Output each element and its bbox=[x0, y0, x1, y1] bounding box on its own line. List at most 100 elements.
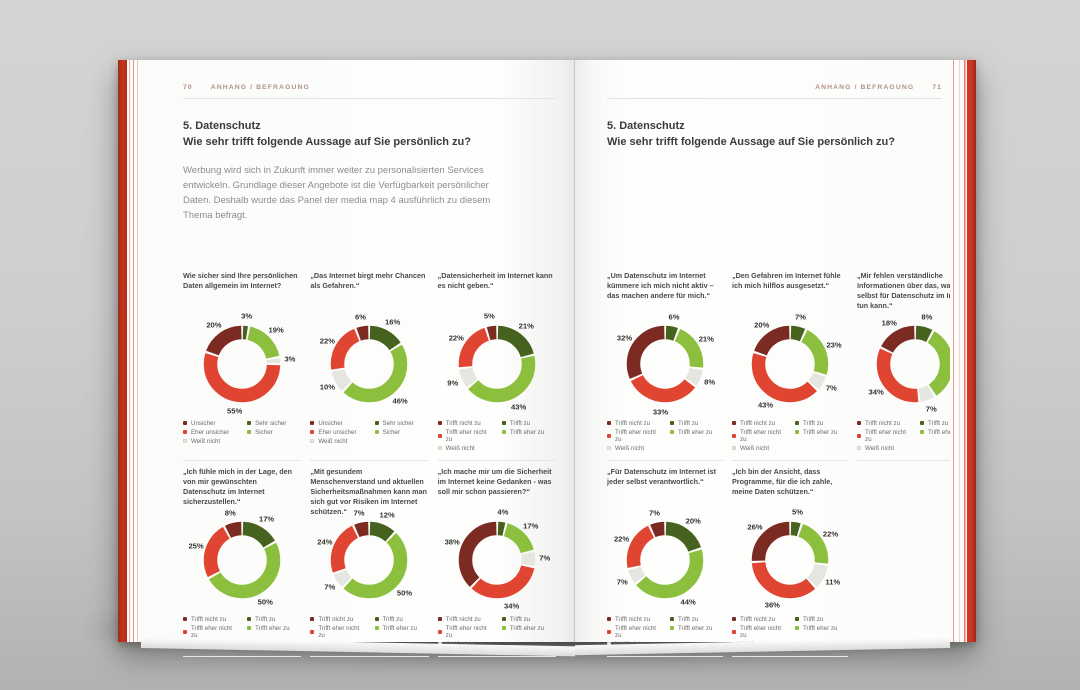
legend-dot bbox=[857, 421, 861, 426]
legend-item: Weiß nicht bbox=[857, 445, 910, 452]
book-cover-left-edge bbox=[118, 60, 127, 642]
segment-percent-label: 7% bbox=[324, 582, 336, 592]
section-title: 5. Datenschutz bbox=[183, 120, 261, 132]
legend-item: Unsicher bbox=[310, 420, 364, 427]
chart-question: „Für Datenschutz im Internet ist jeder s… bbox=[607, 466, 717, 486]
legend-label: Weiß nicht bbox=[318, 437, 348, 445]
chart-block: „Das Internet birgt mehr Chancen als Gef… bbox=[310, 270, 429, 461]
chart-question: „Ich mache mir um die Sicherheit im Inte… bbox=[437, 466, 552, 496]
segment-percent-label: 5% bbox=[483, 311, 495, 321]
legend-dot bbox=[183, 629, 187, 634]
legend-item: Trifft eher nicht zu bbox=[732, 429, 785, 443]
section-title: 5. Datenschutz bbox=[607, 120, 685, 132]
legend-item: Trifft nicht zu bbox=[607, 420, 660, 427]
segment-percent-label: 50% bbox=[396, 588, 413, 598]
donut-chart: 20% 44% 7% 22% 7% bbox=[607, 507, 723, 613]
donut-chart: 16% 46% 10% 22% 6% bbox=[311, 311, 427, 417]
legend-label: Trifft nicht zu bbox=[740, 615, 776, 623]
segment-percent-label: 23% bbox=[826, 340, 842, 350]
legend-item: Trifft zu bbox=[501, 420, 556, 427]
header-rule bbox=[607, 98, 942, 99]
legend-item: Trifft nicht zu bbox=[310, 616, 364, 623]
legend-column: Sehr sicher Sicher bbox=[374, 420, 429, 445]
segment-percent-label: 7% bbox=[539, 553, 551, 563]
donut-chart-svg bbox=[458, 325, 536, 403]
segment-percent-label: 55% bbox=[227, 406, 243, 416]
legend-dot bbox=[607, 421, 611, 426]
legend-label: Trifft zu bbox=[678, 419, 699, 427]
chart-block: „Den Gefahren im Internet fühle ich mich… bbox=[732, 271, 848, 461]
legend-column: Trifft zu Trifft eher zu bbox=[501, 420, 556, 452]
legend-item: Weiß nicht bbox=[732, 445, 785, 452]
legend-label: Trifft zu bbox=[803, 615, 824, 623]
legend-dot bbox=[732, 421, 736, 426]
legend-label: Trifft zu bbox=[928, 419, 949, 427]
chart-question: Wie sicher sind Ihre persönlichen Daten … bbox=[183, 270, 298, 290]
legend-column: Trifft zu Trifft eher zu bbox=[795, 420, 848, 452]
legend-item: Unsicher bbox=[183, 420, 237, 427]
legend-label: Trifft zu bbox=[509, 615, 531, 623]
legend-item: Trifft nicht zu bbox=[437, 420, 492, 427]
page-header-right: ANHANG / BEFRAGUNG 71 bbox=[607, 84, 942, 91]
chart-block: „Datensicherheit im Internet kann es nic… bbox=[437, 271, 556, 461]
legend-dot bbox=[310, 421, 315, 426]
segment-percent-label: 8% bbox=[224, 508, 236, 518]
legend-label: Trifft eher nicht zu bbox=[615, 624, 656, 639]
donut-chart-svg bbox=[331, 521, 408, 599]
legend-label: Sehr sicher bbox=[255, 419, 287, 427]
legend-item: Sicher bbox=[374, 428, 429, 436]
segment-percent-label: 6% bbox=[354, 312, 366, 322]
legend-dot bbox=[670, 617, 674, 622]
donut-chart-svg bbox=[331, 325, 408, 403]
legend-item: Trifft eher nicht zu bbox=[310, 625, 364, 639]
segment-percent-label: 7% bbox=[794, 312, 806, 322]
legend-item: Trifft nicht zu bbox=[437, 616, 492, 623]
donut-chart-svg bbox=[751, 325, 829, 403]
chart-question: „Mir fehlen verständliche Informationen … bbox=[857, 270, 973, 310]
legend-dot bbox=[501, 430, 506, 435]
legend-column: Trifft zu Trifft eher zu bbox=[920, 420, 973, 452]
legend-item: Trifft eher zu bbox=[795, 429, 848, 436]
legend-item: Trifft eher zu bbox=[920, 429, 973, 436]
legend-item: Trifft zu bbox=[795, 616, 848, 623]
legend-dot bbox=[437, 421, 442, 426]
segment-percent-label: 34% bbox=[504, 601, 520, 611]
legend-column: Trifft zu Trifft eher zu bbox=[670, 420, 723, 452]
page-edge-stripes-left bbox=[127, 60, 141, 642]
legend-dot bbox=[310, 430, 315, 435]
legend-label: Trifft eher nicht zu bbox=[740, 428, 781, 443]
segment-percent-label: 7% bbox=[825, 383, 837, 393]
segment-percent-label: 25% bbox=[188, 541, 204, 551]
chart-question: „Das Internet birgt mehr Chancen als Gef… bbox=[310, 270, 426, 290]
legend-dot bbox=[795, 430, 799, 435]
legend-label: Trifft eher zu bbox=[803, 428, 838, 436]
segment-percent-label: 19% bbox=[268, 325, 284, 335]
segment-percent-label: 6% bbox=[668, 312, 680, 322]
legend-label: Trifft nicht zu bbox=[615, 419, 651, 427]
chart-block: „Mit gesundem Menschenverstand und aktue… bbox=[310, 467, 429, 657]
chart-question: „Ich fühle mich in der Lage, den von mir… bbox=[183, 466, 293, 506]
legend-dot bbox=[374, 626, 379, 631]
legend-label: Sicher bbox=[382, 428, 401, 436]
page-number: 71 bbox=[932, 84, 942, 91]
legend-item: Trifft eher zu bbox=[247, 625, 301, 632]
segment-percent-label: 8% bbox=[704, 377, 716, 387]
legend-label: Trifft nicht zu bbox=[318, 615, 354, 623]
legend-item: Trifft nicht zu bbox=[732, 616, 785, 623]
legend-column: Trifft zu Trifft eher zu bbox=[501, 615, 556, 648]
legend-item: Trifft zu bbox=[795, 420, 848, 427]
legend-dot bbox=[501, 626, 506, 631]
legend-label: Eher unsicher bbox=[191, 428, 230, 436]
legend-dot bbox=[310, 629, 315, 634]
legend-column: Unsicher Eher unsicher Weiß nicht bbox=[310, 420, 364, 445]
legend-dot bbox=[920, 421, 924, 426]
legend-item: Sehr sicher bbox=[374, 420, 429, 427]
donut-chart-svg bbox=[458, 521, 536, 599]
legend-dot bbox=[374, 430, 379, 435]
chart-legend: Unsicher Eher unsicher Weiß nicht Sehr sich… bbox=[183, 420, 301, 445]
